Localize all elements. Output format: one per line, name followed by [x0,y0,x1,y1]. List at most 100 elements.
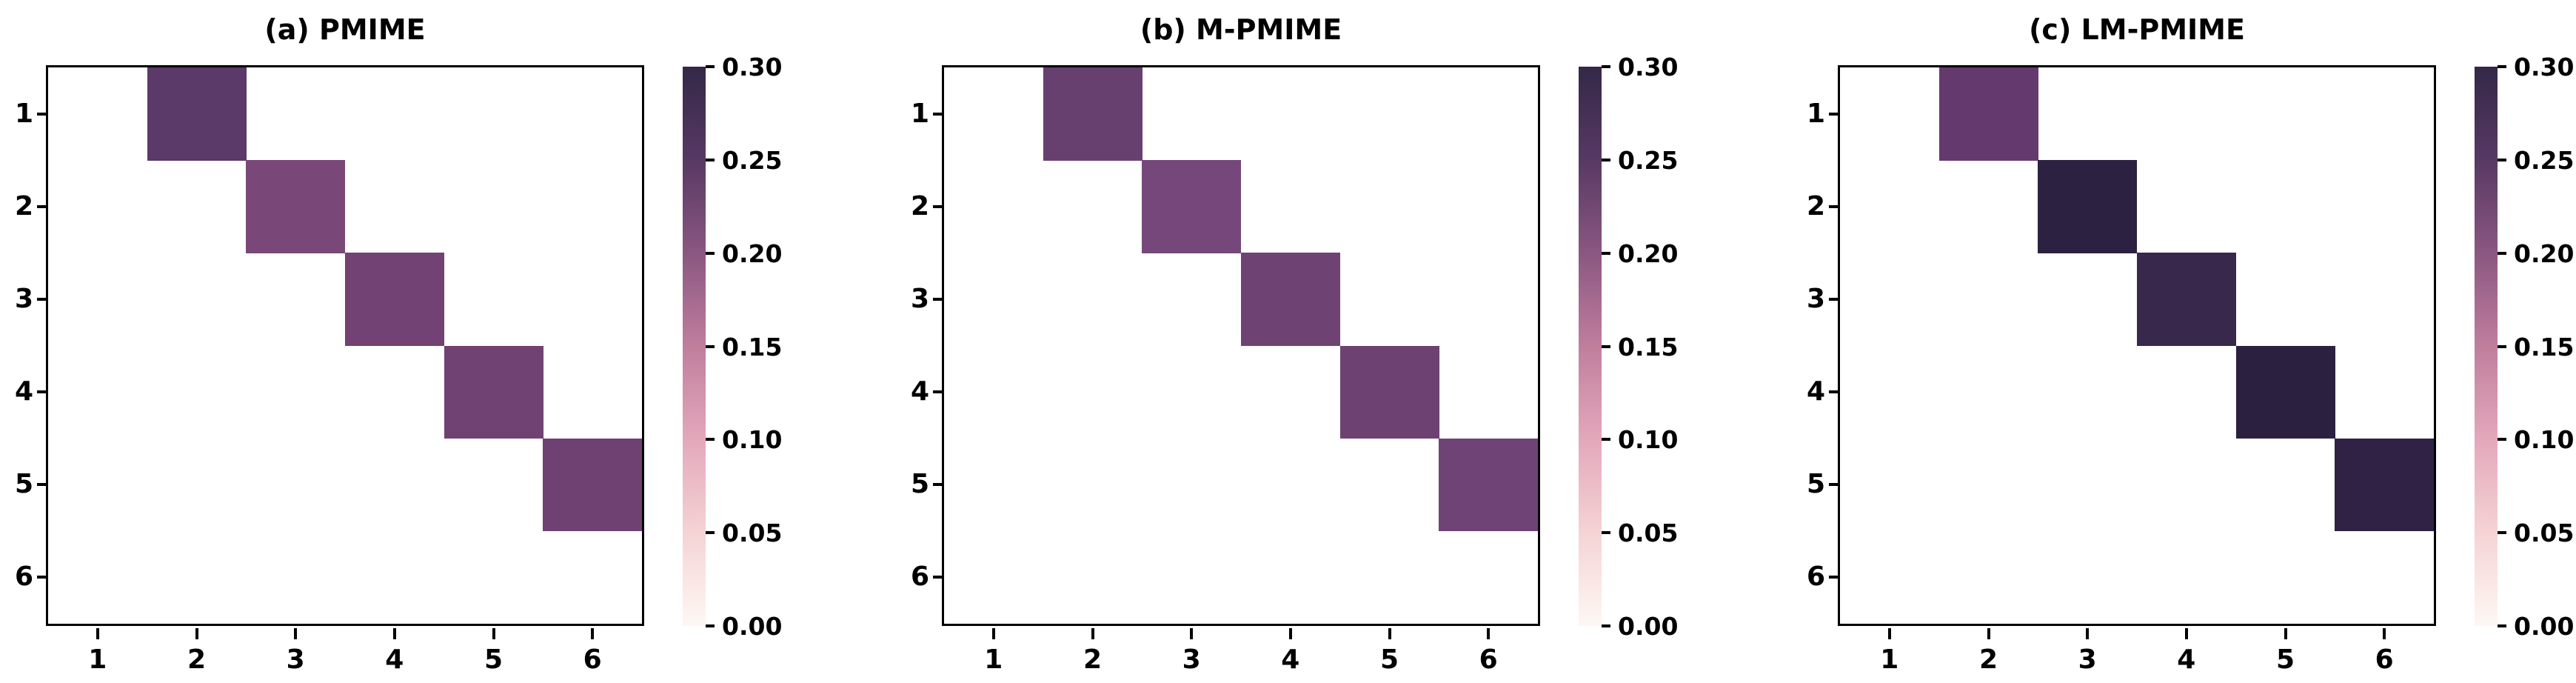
y-tick-mark [933,483,944,487]
x-tick-label: 3 [286,644,305,675]
heatmap-cell [246,160,346,253]
colorbar-tick-mark [2498,158,2506,161]
x-tick-label: 3 [1182,644,1201,675]
y-tick-mark [37,112,48,116]
colorbar-tick-label: 0.15 [722,332,783,362]
heatmap-cell [1938,67,2038,161]
x-tick-label: 1 [88,644,107,675]
x-tick-label: 2 [1978,644,1998,675]
x-tick-mark [1288,628,1292,639]
y-tick-mark [933,390,944,394]
heatmap-cell [543,438,643,532]
x-tick-label: 5 [484,644,504,675]
colorbar-tick-mark [1602,65,1610,68]
x-tick-mark [492,628,495,639]
colorbar-tick-label: 0.00 [722,612,783,641]
x-tick-label: 1 [1880,644,1899,675]
y-tick-label: 3 [1806,283,1825,314]
colorbar-tick-mark [706,65,715,68]
panel-title: (a) PMIME [264,13,426,46]
y-tick-mark [37,204,48,208]
colorbar-tick-mark [1602,624,1610,627]
y-tick-label: 5 [1806,469,1825,500]
y-tick-label: 3 [910,283,929,314]
y-tick-mark [1829,204,1840,208]
x-tick-mark [991,628,995,639]
colorbar-tick-label: 0.25 [722,145,783,175]
colorbar-tick-mark [2498,624,2506,627]
x-tick-label: 2 [187,644,207,675]
colorbar-tick-mark [2498,251,2506,255]
colorbar-tick-mark [706,158,715,161]
x-tick-mark [392,628,396,639]
colorbar-tick-label: 0.25 [2514,145,2575,175]
x-tick-mark [591,628,595,639]
heatmap-axes: 1 2 3 4 5 6 1 2 3 4 5 6 [1807,65,2436,675]
colorbar-tick-label: 0.30 [2514,53,2575,81]
x-tick-mark [1487,628,1491,639]
y-tick-mark [1829,297,1840,301]
y-tick-mark [37,390,48,394]
y-tick-mark [37,483,48,487]
x-tick-mark [96,628,99,639]
y-tick-label: 5 [14,469,33,500]
heatmap-cell [444,345,543,439]
y-tick-mark [1829,483,1840,487]
heatmap-cell [2137,253,2237,346]
x-tick-mark [1987,628,1990,639]
colorbar-tick-label: 0.10 [1618,425,1679,455]
y-tick-label: 1 [1806,98,1825,129]
y-tick-mark [37,576,48,579]
y-tick-mark [933,204,944,208]
x-tick-mark [294,628,298,639]
y-tick-label: 1 [14,98,33,129]
x-tick-label: 6 [2375,644,2394,675]
x-tick-label: 2 [1083,644,1103,675]
colorbar-tick-mark [2498,344,2506,348]
heatmap-cell [2335,438,2435,532]
colorbar-tick-label: 0.30 [1618,53,1679,81]
colorbar-tick-mark [1602,251,1610,255]
colorbar-tick-label: 0.30 [722,53,783,81]
x-tick-label: 6 [583,644,602,675]
colorbar: 0.30 0.25 0.20 0.15 0.10 0.05 0.00 [683,55,782,639]
x-tick-mark [1887,628,1891,639]
colorbar-tick-mark [706,531,715,535]
y-tick-mark [1829,390,1840,394]
colorbar-tick-mark [706,344,715,348]
x-tick-mark [1190,628,1194,639]
colorbar-tick-mark [706,438,715,442]
y-tick-mark [933,297,944,301]
colorbar-tick-mark [706,624,715,627]
y-tick-label: 2 [14,190,33,221]
x-tick-label: 1 [984,644,1003,675]
colorbar-tick-label: 0.10 [722,425,783,455]
panel-title: (b) M-PMIME [1140,13,1342,46]
heatmap-axes: 1 2 3 4 5 6 1 2 3 4 5 6 [15,65,644,675]
heatmap-cell [1339,345,1439,439]
x-tick-mark [195,628,198,639]
heatmap-cell [2235,345,2335,439]
colorbar-tick-label: 0.05 [722,519,783,548]
y-tick-mark [1829,576,1840,579]
heatmap-cell [1439,438,1539,532]
y-tick-label: 6 [910,562,929,593]
colorbar-tick-mark [706,251,715,255]
y-tick-label: 5 [910,469,929,500]
heatmap-cell [1043,67,1143,161]
x-tick-mark [2284,628,2287,639]
panel-title: (c) LM-PMIME [2029,13,2245,46]
x-tick-label: 4 [1281,644,1300,675]
colorbar-tick-mark [1602,531,1610,535]
x-tick-mark [2383,628,2386,639]
colorbar-tick-mark [2498,531,2506,535]
colorbar: 0.30 0.25 0.20 0.15 0.10 0.05 0.00 [1579,55,1678,639]
x-tick-mark [1091,628,1094,639]
colorbar-tick-label: 0.20 [1618,239,1679,268]
colorbar-tick-label: 0.05 [2514,519,2575,548]
y-tick-label: 1 [910,98,929,129]
y-tick-mark [37,297,48,301]
colorbar-tick-label: 0.05 [1618,519,1679,548]
x-tick-mark [2086,628,2090,639]
